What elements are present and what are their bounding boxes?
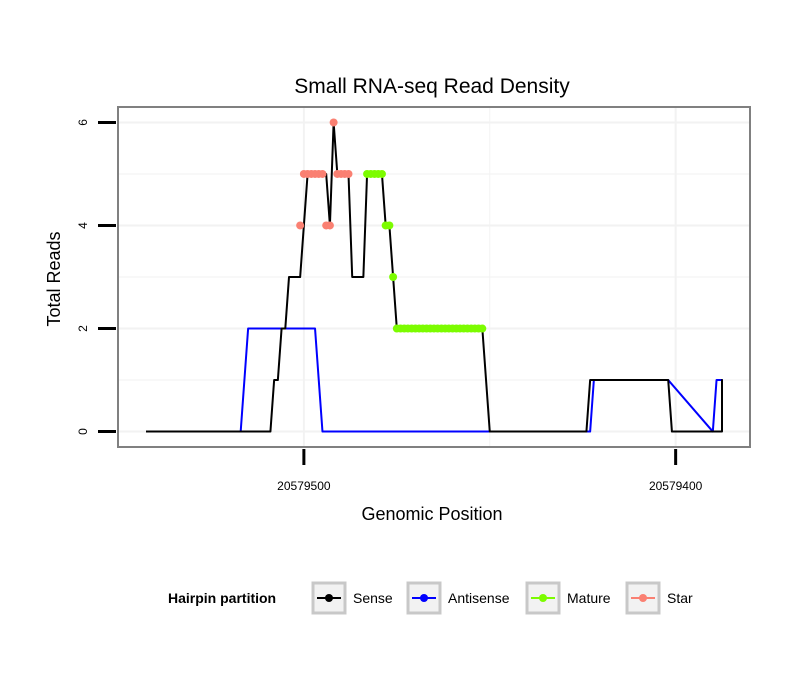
y-tick-label: 6 (76, 119, 90, 126)
star-point (318, 169, 327, 178)
chart-title: Small RNA-seq Read Density (294, 75, 570, 98)
mature-point (389, 273, 398, 281)
star-point (296, 221, 305, 230)
legend-key-point (539, 594, 547, 602)
y-axis-title: Total Reads (44, 231, 64, 326)
legend-entries: Sense Antisense Mature Star (311, 581, 693, 615)
legend-title: Hairpin partition (168, 590, 276, 606)
x-tick-label: 20579500 (277, 479, 331, 493)
star-point (325, 221, 334, 230)
x-axis: 20579500 20579400 (277, 449, 703, 493)
x-tick-label: 20579400 (649, 479, 703, 493)
y-axis: 0 2 4 6 (76, 119, 116, 435)
mature-point (377, 169, 386, 178)
y-tick-label: 2 (76, 325, 90, 332)
legend-label: Sense (353, 590, 393, 606)
star-point (329, 118, 338, 127)
antisense-series-line (146, 327, 723, 433)
plot-area (117, 106, 751, 448)
series-layer (146, 118, 723, 433)
mature-point (385, 221, 394, 230)
legend-label: Antisense (448, 590, 510, 606)
legend-label: Star (667, 590, 693, 606)
plot-border (117, 106, 751, 448)
y-tick-label: 4 (76, 222, 90, 229)
legend-key-point (639, 594, 647, 602)
y-tick-label: 0 (76, 428, 90, 435)
mature-point (478, 324, 487, 333)
star-point (344, 169, 353, 178)
legend-key-point (420, 594, 428, 602)
legend-label: Mature (567, 590, 611, 606)
legend: Hairpin partition Sense Antisense Mature St… (168, 581, 693, 615)
legend-key-point (325, 594, 333, 602)
x-axis-title: Genomic Position (361, 504, 502, 524)
